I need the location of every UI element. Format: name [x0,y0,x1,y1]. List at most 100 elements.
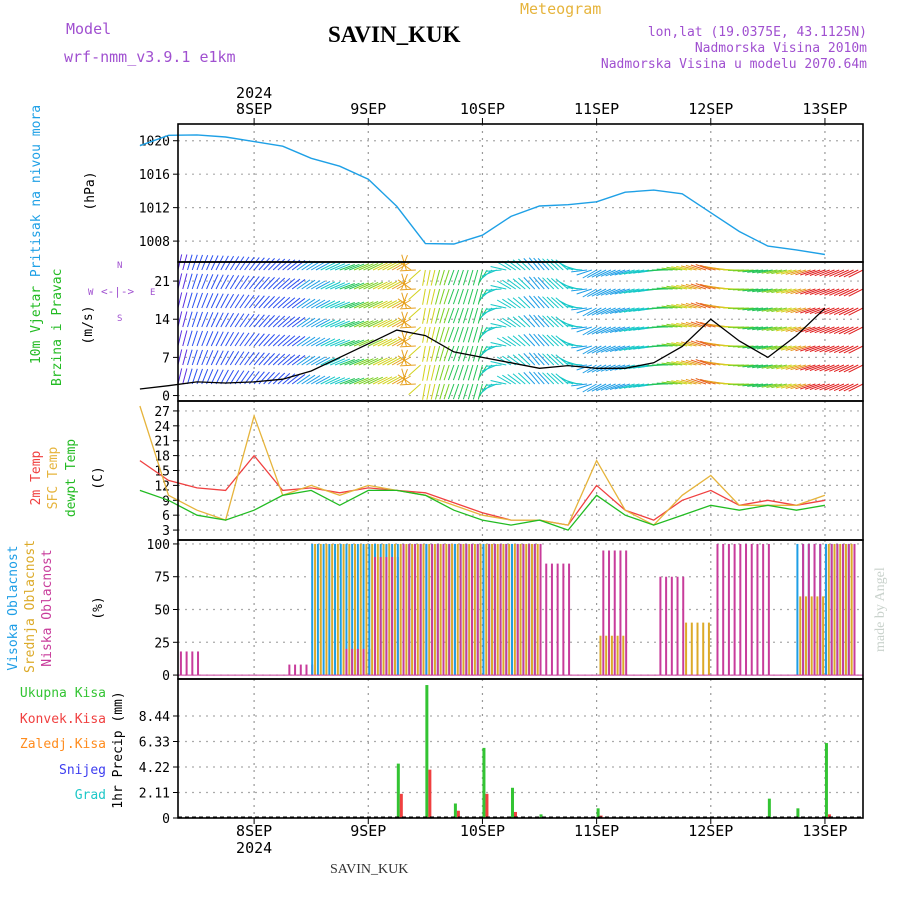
wind-barb [182,273,188,290]
wind-barb [614,364,631,371]
wind-barb [234,294,245,309]
wind-barb [551,372,564,385]
x-tick-label-bottom: 9SEP [350,822,386,840]
cloud-high-bar [334,543,337,676]
cloud-mid-bar [491,543,494,676]
y-tick-label: 21 [154,435,170,450]
cloud-low-bar [448,543,451,676]
wind-barb [372,376,388,385]
cloud-mid-bar [348,543,351,676]
wind-barb [756,364,773,369]
wind-barb [225,312,235,328]
wind-barb [685,302,702,309]
wind-barb [614,288,631,295]
wind-barb [182,311,188,328]
cloud-high-bar [351,543,354,676]
wind-barb [422,288,426,305]
wind-barb [320,281,336,290]
wind-barb [496,337,512,347]
wind-barb [234,351,245,366]
cloud-high-bar [345,543,348,676]
wind-barb [614,307,631,314]
cloud-low-bar [682,576,685,676]
wind-barb [358,282,374,290]
cloud-low-bar [556,563,559,676]
wind-barb [472,345,479,362]
wind-barb [695,302,711,309]
precip-conv-label: Konvek.Kisa [19,712,106,727]
y-tick-label: 2.11 [139,786,170,801]
cloud-low-bar [762,543,765,676]
wind-barb [315,375,331,385]
wind-barb [605,345,621,353]
temp-2m-label: 2m Temp [29,450,44,506]
cloud-low-bar [853,543,856,676]
wind-barb [430,307,436,324]
wind-barb [272,277,286,290]
cloud-mid-bar [707,622,710,676]
wind-barb [680,265,697,271]
y-tick-label: 6.33 [139,735,170,750]
wind-barb [804,288,821,295]
wind-barb [752,269,768,274]
wind-barb [776,326,792,332]
wind-barb [479,326,493,338]
wind-barb [426,269,431,286]
wind-barb [229,370,240,385]
wind-barb [401,273,407,290]
wind-barb [656,306,673,309]
wind-barb [363,262,379,271]
wind-barb [752,345,768,350]
wind-barb [296,298,311,309]
wind-barb [396,356,411,366]
wind-barb [258,352,270,366]
wind-barb [215,369,224,385]
wind-barb [239,294,250,309]
wind-barb [600,326,616,334]
wind-barb [315,261,331,271]
pressure-unit: (hPa) [83,171,98,211]
wind-barb [291,374,306,385]
cloud-mid-bar [816,596,819,676]
wind-barb [452,383,460,400]
wind-barb [358,358,374,366]
wind-barb [191,349,198,366]
wind-barb [301,317,316,328]
cloud-mid-bar [530,543,533,676]
wind-barb [528,295,540,309]
wind-barb [272,334,286,347]
wind-barb [614,326,631,333]
wind-barb [368,262,383,271]
wind-barb [628,288,645,294]
wind-barb [435,269,441,286]
wind-barb [472,307,479,324]
wind-barb [182,349,188,366]
wind-barb [287,373,301,385]
wind-barb [843,345,859,354]
wind-barb [229,275,240,290]
wind-barb [747,364,764,368]
cloud-low-bar [613,550,616,676]
wind-barb [596,269,612,278]
wind-barb [263,334,275,347]
wind-barb [287,278,301,290]
wind-barb [587,383,602,393]
wind-barb [397,336,412,347]
wind-barb [330,263,346,271]
wind-barb [182,292,188,309]
wind-barb [339,302,355,309]
cloud-low-bar [539,543,542,676]
wind-barb [814,326,830,334]
wind-barb [591,326,607,335]
wind-barb [234,256,245,271]
precip-total-bar [453,803,457,818]
wind-barb [490,380,507,385]
cloud-low-bar [362,648,365,676]
cloud-mid-bar [376,543,379,676]
wind-barb [368,281,383,290]
wind-barb [248,352,260,366]
wind-barb [523,258,536,271]
cloud-mid-bar [525,543,528,676]
wind-barb [396,318,411,328]
wind-barb [377,262,393,271]
